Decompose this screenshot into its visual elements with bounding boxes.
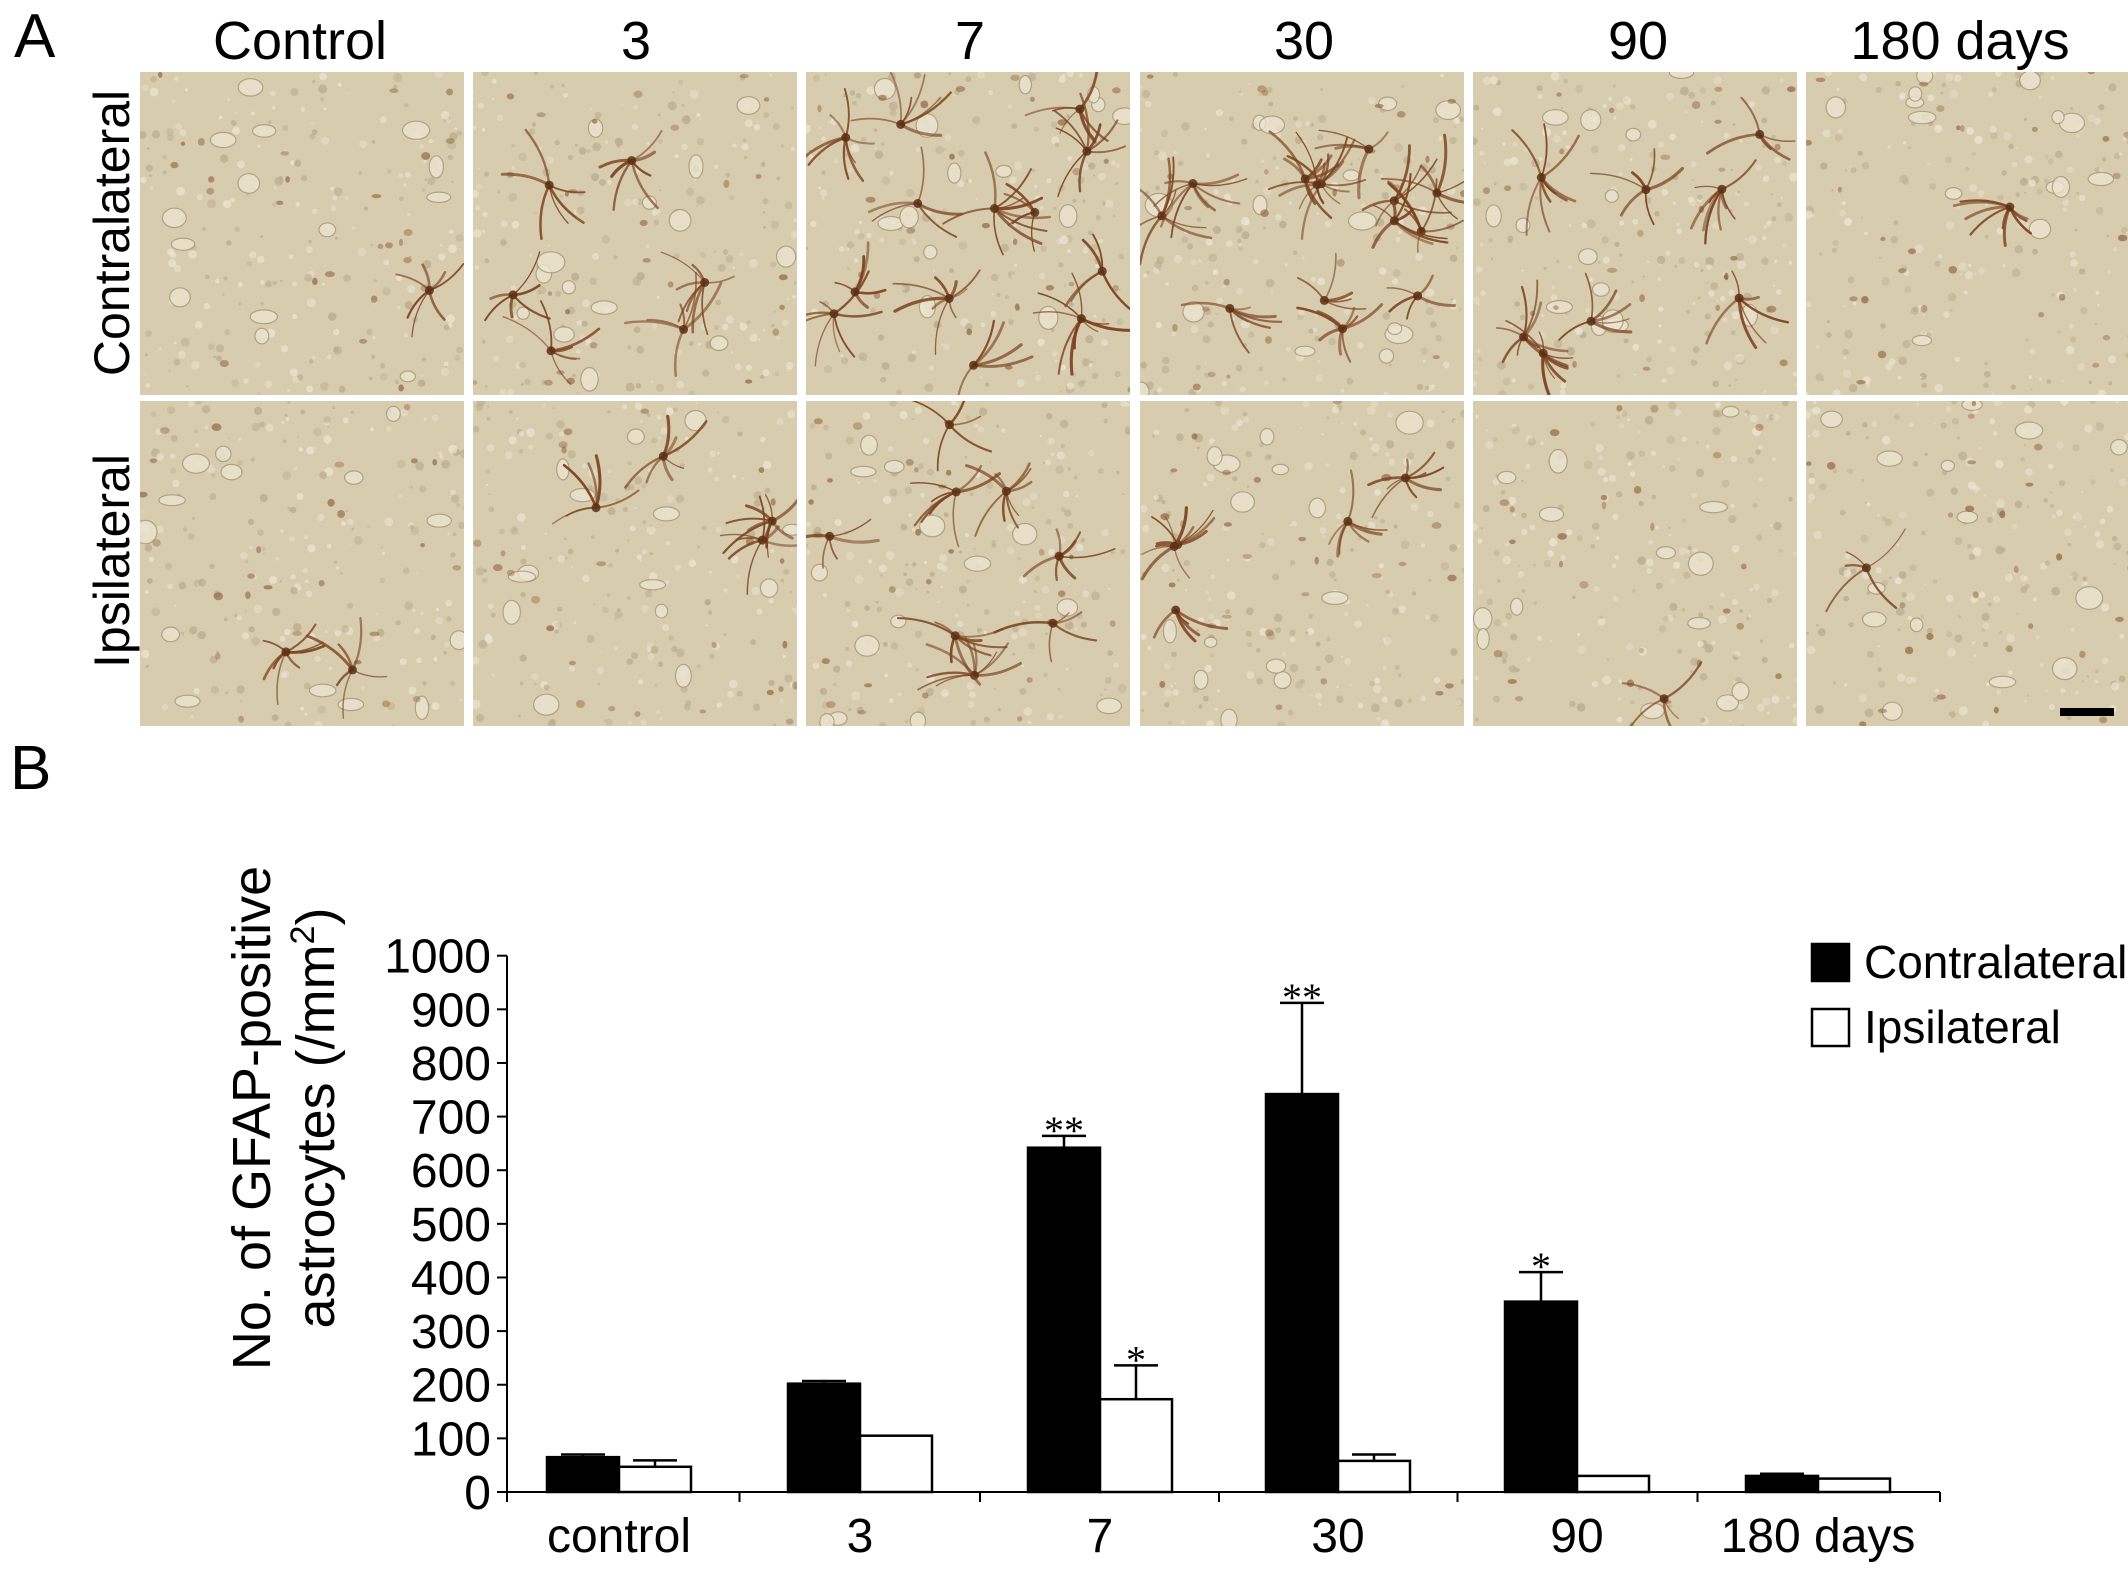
y-tick-label: 800 — [411, 1038, 491, 1091]
x-tick-label: 180 days — [1721, 1510, 1916, 1563]
micrograph-contralateral-day-3 — [473, 72, 797, 395]
column-label-day-7: 7 — [954, 11, 986, 71]
y-tick-label: 400 — [411, 1252, 491, 1305]
y-tick-label: 500 — [411, 1199, 491, 1252]
x-tick-label: control — [547, 1510, 691, 1563]
bar-contralateral — [1026, 1146, 1102, 1494]
y-tick-label: 700 — [411, 1092, 491, 1145]
bar-contralateral — [545, 1455, 621, 1494]
bar-ipsilateral — [1575, 1474, 1651, 1494]
significance-mark: * — [1531, 1244, 1551, 1289]
micrograph-ipsilateral-day-180 — [1806, 401, 2128, 726]
micrograph-ipsilateral-day-7 — [806, 401, 1130, 726]
column-label-day-180: 180 days — [1850, 11, 2070, 71]
y-tick-label: 200 — [411, 1360, 491, 1413]
y-axis-label: No. of GFAP-positive astrocytes (/mm2) — [222, 866, 346, 1370]
y-tick-label: 1000 — [384, 931, 491, 984]
y-tick-label: 300 — [411, 1306, 491, 1359]
x-tick-label: 3 — [847, 1510, 874, 1563]
bar-ipsilateral — [858, 1434, 934, 1494]
column-label-day-30: 30 — [1273, 11, 1335, 71]
x-tick-label: 30 — [1311, 1510, 1364, 1563]
bar-ipsilateral — [1816, 1477, 1892, 1494]
micrograph-ipsilateral-day-3 — [473, 401, 797, 726]
micrograph-contralateral-control — [140, 72, 464, 395]
bar-contralateral — [1744, 1474, 1820, 1494]
y-axis-label-line-2: astrocytes (/mm2) — [284, 908, 346, 1329]
panel-a-letter: A — [14, 2, 56, 71]
micrograph-contralateral-day-30 — [1140, 72, 1464, 395]
micrograph-ipsilateral-day-30 — [1140, 401, 1464, 726]
bar-ipsilateral — [1336, 1459, 1412, 1494]
micrograph-contralateral-day-90 — [1473, 72, 1797, 395]
bar-contralateral — [1264, 1092, 1340, 1494]
column-label-day-90: 90 — [1607, 11, 1669, 71]
legend-label-contralateral: Contralateral — [1864, 936, 2127, 988]
column-label-control: Control — [212, 11, 388, 71]
y-tick-label: 600 — [411, 1145, 491, 1198]
legend-swatch-ipsilateral — [1810, 1007, 1851, 1048]
significance-mark: ** — [1044, 1108, 1084, 1153]
y-axis-label-line-1: No. of GFAP-positive — [222, 866, 282, 1370]
micrograph-contralateral-day-180 — [1806, 72, 2128, 395]
bar-contralateral — [786, 1382, 862, 1494]
x-tick-label: 90 — [1550, 1510, 1603, 1563]
micrograph-ipsilateral-day-90 — [1473, 401, 1797, 726]
legend-label-ipsilateral: Ipsilateral — [1864, 1001, 2061, 1053]
y-tick-label: 0 — [464, 1467, 491, 1520]
scale-bar — [2060, 708, 2114, 716]
bar-ipsilateral — [617, 1465, 693, 1494]
y-tick-label: 100 — [411, 1413, 491, 1466]
column-label-day-3: 3 — [620, 11, 652, 71]
legend-swatch-contralateral — [1810, 942, 1851, 983]
micrograph-ipsilateral-control — [140, 401, 464, 726]
bar-ipsilateral — [1098, 1397, 1174, 1494]
bar-contralateral — [1503, 1300, 1579, 1494]
micrograph-contralateral-day-7 — [806, 72, 1130, 395]
significance-mark: ** — [1282, 975, 1322, 1020]
y-tick-label: 900 — [411, 984, 491, 1037]
x-tick-label: 7 — [1087, 1510, 1114, 1563]
significance-mark: * — [1126, 1337, 1146, 1382]
row-label-contralateral: Contralateral — [84, 89, 140, 377]
row-label-ipsilateral: Ipsilateral — [84, 454, 140, 668]
panel-b-letter: B — [10, 734, 52, 803]
